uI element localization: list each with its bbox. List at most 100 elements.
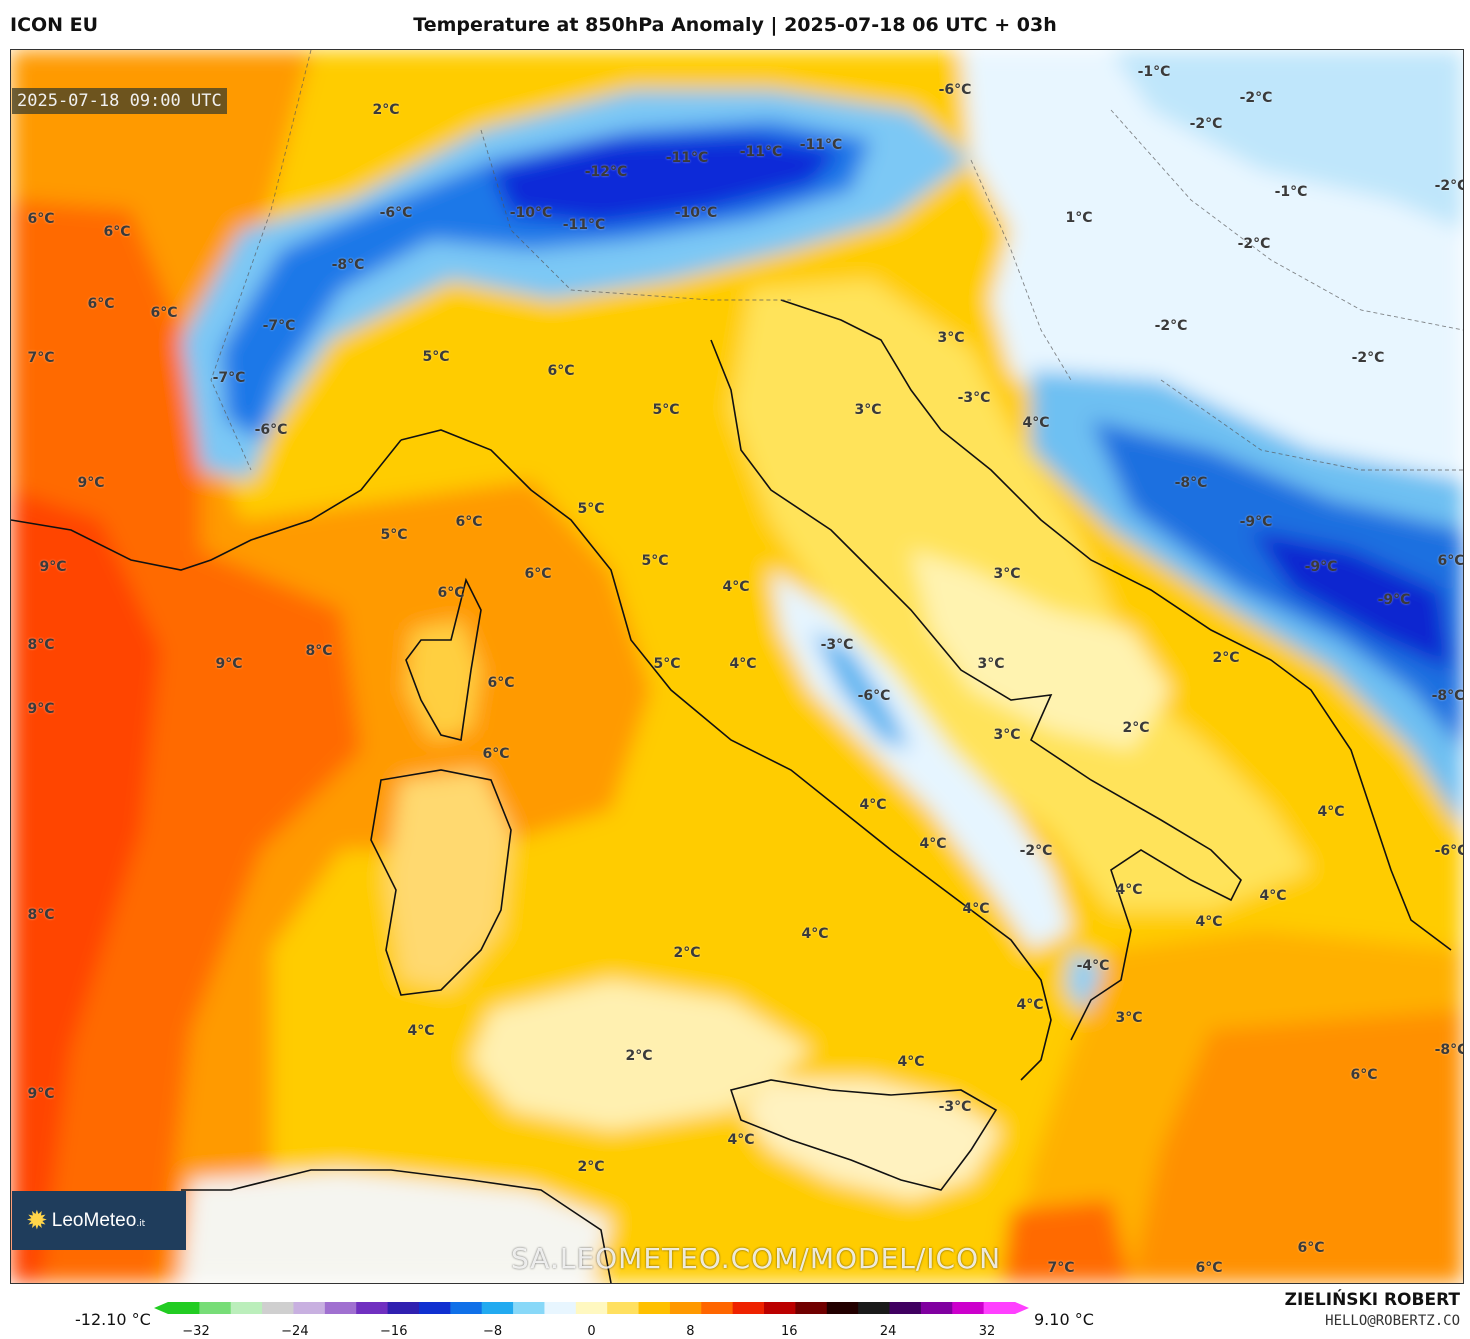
contour-label: 4°C: [1016, 997, 1044, 1013]
author-email: HELLO@ROBERTZ.CO: [1325, 1313, 1460, 1329]
contour-label: -2°C: [1434, 178, 1463, 194]
contour-label: -2°C: [1154, 318, 1188, 334]
contour-label: 6°C: [482, 746, 510, 762]
contour-label: 2°C: [372, 102, 400, 118]
colorbar-swatch: [544, 1302, 577, 1314]
colorbar-swatch: [230, 1302, 263, 1314]
colorbar-max-label: 9.10 °C: [1034, 1310, 1094, 1329]
contour-label: -7°C: [212, 370, 246, 386]
contour-label: 1°C: [1065, 210, 1093, 226]
contour-label: 5°C: [380, 527, 408, 543]
contour-label: -6°C: [254, 422, 288, 438]
colorbar-swatch: [795, 1302, 828, 1314]
contour-label: 7°C: [27, 350, 55, 366]
colorbar-swatch: [764, 1302, 796, 1314]
contour-label: 3°C: [993, 727, 1021, 743]
colorbar-tick: −24: [281, 1324, 309, 1339]
colorbar-swatch: [732, 1302, 765, 1314]
colorbar-swatch: [387, 1302, 420, 1314]
contour-label: -1°C: [1137, 64, 1171, 80]
contour-label: 4°C: [407, 1023, 435, 1039]
contour-label: 5°C: [641, 553, 669, 569]
contour-label: 4°C: [859, 797, 887, 813]
colorbar-swatch: [920, 1302, 953, 1314]
colorbar-swatch: [826, 1302, 859, 1314]
contour-label: -6°C: [1434, 843, 1463, 859]
colorbar-swatch: [418, 1302, 451, 1314]
contour-label: 9°C: [27, 701, 55, 717]
contour-label: 4°C: [722, 579, 750, 595]
colorbar-swatch: [669, 1302, 702, 1314]
contour-label: 5°C: [577, 501, 605, 517]
contour-label: 4°C: [1195, 914, 1223, 930]
contour-label: 6°C: [1350, 1067, 1378, 1083]
contour-label: 6°C: [103, 224, 131, 240]
colorbar-swatch: [450, 1302, 483, 1314]
contour-label: -3°C: [820, 637, 854, 653]
colorbar-scale: [154, 1302, 1029, 1314]
colorbar-swatch: [199, 1302, 232, 1314]
contour-label: 6°C: [547, 363, 575, 379]
contour-label: 2°C: [625, 1048, 653, 1064]
chart-title: Temperature at 850hPa Anomaly | 2025-07-…: [413, 14, 1057, 36]
contour-label: 4°C: [919, 836, 947, 852]
colorbar-swatch: [513, 1302, 545, 1314]
anomaly-map: 2025-07-18 09:00 UTC 2°C -6°C -1°C -2°C -2°C…: [10, 49, 1464, 1284]
contour-label: 8°C: [27, 907, 55, 923]
contour-label: -6°C: [379, 205, 413, 221]
contour-label: 4°C: [1317, 804, 1345, 820]
contour-label: -2°C: [1239, 90, 1273, 106]
contour-label: -12°C: [584, 164, 628, 180]
contour-label: -11°C: [799, 137, 843, 153]
contour-label: 4°C: [801, 926, 829, 942]
colorbar-swatch: [701, 1302, 734, 1314]
contour-label: -10°C: [509, 205, 553, 221]
contour-label: -11°C: [739, 144, 783, 160]
contour-label: -2°C: [1189, 116, 1223, 132]
contour-label: 2°C: [1212, 650, 1240, 666]
colorbar-tick: −16: [380, 1324, 408, 1339]
url-watermark: SA.LEOMETEO.COM/MODEL/ICON: [511, 1242, 1002, 1275]
contour-label: 2°C: [1122, 720, 1150, 736]
contour-label: 4°C: [727, 1132, 755, 1148]
contour-label: -7°C: [262, 318, 296, 334]
colorbar-swatch: [952, 1302, 985, 1314]
contour-label: 4°C: [1115, 882, 1143, 898]
contour-label: 8°C: [305, 643, 333, 659]
contour-label: -9°C: [1377, 592, 1411, 608]
colorbar-swatch: [638, 1302, 671, 1314]
contour-label: -8°C: [331, 257, 365, 273]
contour-label: 6°C: [524, 566, 552, 582]
contour-label: -2°C: [1019, 843, 1053, 859]
colorbar-swatch: [889, 1302, 922, 1314]
colorbar-swatch: [607, 1302, 640, 1314]
colorbar-swatch: [481, 1302, 514, 1314]
contour-label: 9°C: [27, 1086, 55, 1102]
contour-label: -2°C: [1351, 350, 1385, 366]
contour-label: 3°C: [854, 402, 882, 418]
colorbar-swatch: [356, 1302, 389, 1314]
contour-label: 3°C: [1115, 1010, 1143, 1026]
contour-label: 7°C: [1047, 1260, 1075, 1276]
colorbar-min-label: -12.10 °C: [75, 1310, 151, 1329]
contour-label: 4°C: [1259, 888, 1287, 904]
colorbar-swatch: [168, 1302, 200, 1314]
colorbar-max-arrow: [1015, 1302, 1029, 1314]
contour-label: 4°C: [897, 1054, 925, 1070]
valid-time-stamp: 2025-07-18 09:00 UTC: [12, 88, 227, 114]
contour-label: 4°C: [962, 901, 990, 917]
contour-label: -10°C: [674, 205, 718, 221]
colorbar-swatch: [324, 1302, 357, 1314]
colorbar-tick: 32: [978, 1324, 996, 1339]
contour-label: 6°C: [1297, 1240, 1325, 1256]
contour-label: 9°C: [39, 559, 67, 575]
model-name: ICON EU: [10, 14, 99, 36]
contour-label: 5°C: [653, 656, 681, 672]
author-credit: ZIELIŃSKI ROBERT HELLO@ROBERTZ.CO: [1285, 1290, 1460, 1329]
contour-label: 8°C: [27, 637, 55, 653]
contour-label: -4°C: [1076, 958, 1110, 974]
contour-label: 2°C: [673, 945, 701, 961]
leometeo-logo: ✹ LeoMeteo .it: [12, 1191, 186, 1250]
contour-label: 4°C: [729, 656, 757, 672]
contour-label: 6°C: [87, 296, 115, 312]
